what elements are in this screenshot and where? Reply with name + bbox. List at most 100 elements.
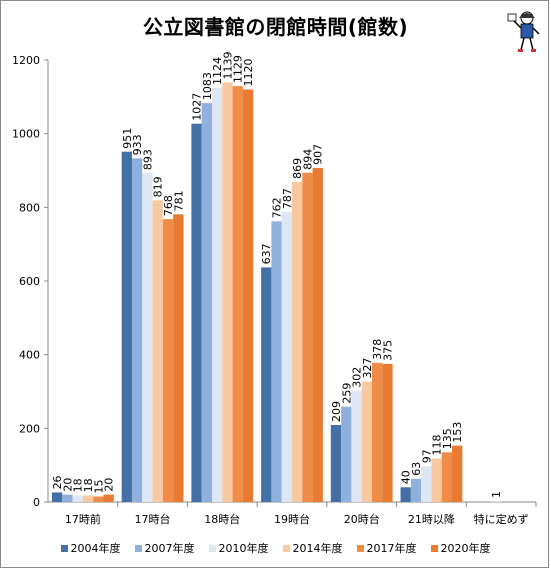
bar	[302, 172, 313, 502]
x-tick-label: 17時前	[65, 512, 101, 526]
bar	[351, 390, 362, 502]
legend-swatch	[282, 544, 290, 552]
bar	[400, 487, 411, 502]
legend-label: 2004年度	[70, 542, 121, 555]
data-label: 893	[141, 149, 154, 170]
bar	[82, 495, 94, 502]
bar	[292, 181, 303, 502]
bar	[51, 492, 63, 502]
legend-item: 2010年度	[208, 540, 269, 556]
x-tick-label: 21時以降	[408, 512, 455, 526]
legend-swatch	[208, 544, 216, 552]
data-label: 894	[301, 149, 314, 170]
bar	[271, 221, 282, 502]
x-tick-label: 18時台	[204, 512, 240, 526]
bar	[382, 363, 393, 502]
data-label: 209	[330, 401, 343, 422]
data-label: 18	[82, 478, 95, 492]
bar	[361, 381, 373, 502]
bar	[242, 89, 254, 502]
data-label: 26	[51, 475, 64, 489]
data-label: 118	[431, 435, 444, 456]
bar	[410, 478, 422, 502]
data-label: 768	[162, 195, 175, 216]
bar	[173, 214, 184, 502]
x-tick-label: 17時台	[135, 512, 171, 526]
data-label: 637	[260, 243, 273, 264]
data-label: 40	[400, 470, 413, 484]
y-tick-labels: 0 200 400 600 800 1000 1200	[12, 54, 40, 509]
data-label: 63	[410, 462, 423, 476]
mascot-icon	[507, 11, 540, 52]
data-labels: 2620181815209519338938197687811027108311…	[51, 51, 503, 498]
data-label: 951	[121, 128, 134, 149]
bar	[452, 445, 463, 502]
legend-item: 2007年度	[134, 540, 195, 556]
bar	[93, 496, 104, 502]
data-label: 135	[441, 428, 454, 449]
y-tick-label: 400	[19, 349, 40, 362]
chart-title: 公立図書館の閉館時間(館数)	[142, 15, 409, 39]
bar	[152, 200, 163, 502]
y-tick-label: 0	[33, 496, 40, 509]
data-label: 781	[172, 190, 185, 211]
bar	[142, 173, 153, 502]
data-label: 819	[152, 176, 165, 197]
bar	[72, 495, 83, 502]
bar	[62, 494, 73, 502]
data-label: 907	[312, 144, 325, 165]
bar	[372, 362, 383, 502]
legend-swatch	[134, 544, 142, 552]
legend-swatch	[356, 544, 364, 552]
bar	[441, 452, 453, 502]
bar	[431, 458, 442, 502]
data-label: 1027	[191, 93, 204, 121]
data-label: 787	[281, 188, 294, 209]
legend-item: 2017年度	[356, 540, 417, 556]
bar	[261, 267, 272, 502]
bar	[131, 158, 143, 502]
data-label: 1	[490, 491, 503, 498]
legend-item: 2004年度	[60, 540, 121, 556]
data-label: 1083	[201, 72, 214, 100]
legend-item: 2020年度	[430, 540, 491, 556]
y-tick-label: 800	[19, 201, 40, 214]
data-label: 302	[351, 367, 364, 388]
y-tick-label: 600	[19, 275, 40, 288]
data-label: 869	[291, 158, 304, 179]
data-label: 1139	[221, 51, 234, 79]
legend-item: 2014年度	[282, 540, 343, 556]
chart-legend: 2004年度 2007年度 2010年度 2014年度 2017年度 2020年度	[0, 540, 551, 556]
data-label: 20	[61, 478, 74, 492]
y-tick-label: 1000	[12, 128, 40, 141]
bar	[211, 87, 223, 502]
bar	[103, 494, 114, 502]
legend-label: 2014年度	[292, 542, 343, 555]
data-label: 15	[92, 479, 105, 493]
data-label: 1124	[211, 57, 224, 85]
bar	[490, 501, 502, 502]
chart-bars	[51, 82, 502, 503]
y-tick-label: 200	[19, 422, 40, 435]
bar	[421, 466, 432, 502]
x-tick-label: 20時台	[344, 512, 380, 526]
data-label: 1120	[242, 58, 255, 86]
data-label: 378	[371, 339, 384, 360]
data-label: 97	[420, 449, 433, 463]
data-label: 762	[271, 197, 284, 218]
legend-swatch	[430, 544, 438, 552]
bar	[222, 82, 233, 503]
bar	[232, 86, 243, 502]
data-label: 1129	[232, 55, 245, 83]
data-label: 375	[381, 340, 394, 361]
legend-label: 2020年度	[440, 542, 491, 555]
bar	[162, 219, 174, 502]
x-tick-label: 19時台	[274, 512, 310, 526]
bar	[281, 212, 292, 502]
data-label: 933	[131, 134, 144, 155]
data-label: 18	[72, 478, 85, 492]
legend-label: 2007年度	[144, 542, 195, 555]
bar	[341, 406, 352, 502]
bar	[201, 103, 212, 502]
